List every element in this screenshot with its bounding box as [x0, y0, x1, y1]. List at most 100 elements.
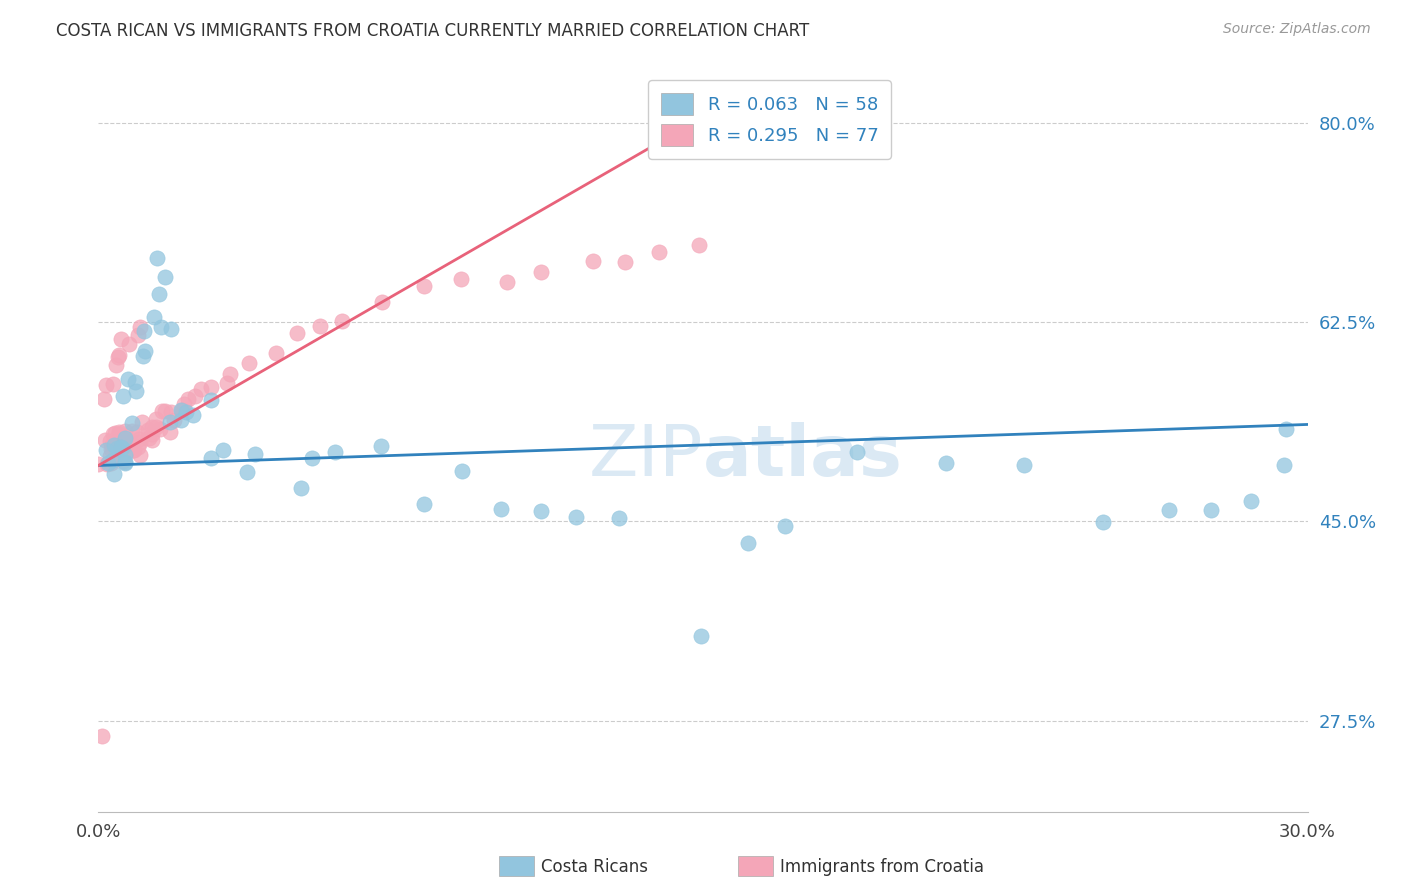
Point	[1092, 515, 1115, 529]
Point	[148, 287, 170, 301]
Point	[125, 384, 148, 398]
Point	[101, 438, 124, 452]
Point	[122, 443, 145, 458]
Point	[132, 324, 155, 338]
Point	[93, 392, 115, 406]
Point	[200, 451, 222, 466]
Point	[169, 413, 191, 427]
Point	[236, 466, 259, 480]
Point	[131, 415, 153, 429]
Point	[108, 427, 131, 442]
Point	[609, 511, 631, 525]
Point	[215, 376, 238, 390]
Point	[127, 327, 149, 342]
Point	[124, 375, 146, 389]
Point	[160, 322, 183, 336]
Point	[174, 405, 197, 419]
Point	[114, 437, 136, 451]
Point	[450, 464, 472, 478]
Point	[114, 438, 136, 452]
Point	[200, 392, 222, 407]
Point	[121, 424, 143, 438]
Point	[103, 377, 125, 392]
Point	[105, 450, 128, 464]
Point	[219, 368, 242, 382]
Point	[142, 310, 165, 325]
Point	[94, 442, 117, 457]
Text: COSTA RICAN VS IMMIGRANTS FROM CROATIA CURRENTLY MARRIED CORRELATION CHART: COSTA RICAN VS IMMIGRANTS FROM CROATIA C…	[56, 22, 810, 40]
Point	[141, 433, 163, 447]
Point	[159, 415, 181, 429]
Point	[243, 447, 266, 461]
Point	[159, 425, 181, 440]
Point	[370, 294, 392, 309]
Legend: R = 0.063   N = 58, R = 0.295   N = 77: R = 0.063 N = 58, R = 0.295 N = 77	[648, 80, 891, 159]
Point	[114, 431, 136, 445]
Point	[117, 372, 139, 386]
Point	[149, 422, 172, 436]
Point	[190, 382, 212, 396]
Point	[370, 439, 392, 453]
Point	[169, 403, 191, 417]
Text: atlas: atlas	[703, 422, 903, 491]
Point	[290, 482, 312, 496]
Point	[412, 497, 434, 511]
Point	[145, 420, 167, 434]
Point	[184, 389, 207, 403]
Point	[150, 404, 173, 418]
Point	[94, 377, 117, 392]
Point	[141, 426, 163, 441]
Text: Source: ZipAtlas.com: Source: ZipAtlas.com	[1223, 22, 1371, 37]
Point	[773, 519, 796, 533]
Point	[1275, 422, 1298, 436]
Point	[200, 380, 222, 394]
Point	[177, 392, 200, 406]
Point	[173, 397, 195, 411]
Point	[114, 448, 136, 462]
Point	[212, 442, 235, 457]
Point	[565, 509, 588, 524]
Point	[108, 425, 131, 439]
Point	[737, 535, 759, 549]
Point	[530, 265, 553, 279]
Point	[112, 433, 135, 447]
Point	[149, 320, 172, 334]
Point	[107, 438, 129, 452]
Point	[108, 348, 131, 362]
Point	[285, 326, 308, 340]
Point	[100, 442, 122, 457]
Point	[114, 454, 136, 468]
Point	[103, 438, 125, 452]
Point	[146, 251, 169, 265]
Point	[846, 445, 869, 459]
Point	[107, 350, 129, 364]
Point	[141, 420, 163, 434]
Point	[129, 448, 152, 462]
Point	[301, 450, 323, 465]
Point	[145, 411, 167, 425]
Point	[112, 453, 135, 467]
Point	[101, 453, 124, 467]
Point	[1240, 494, 1263, 508]
Text: ZIP: ZIP	[589, 422, 703, 491]
Point	[103, 467, 125, 482]
Point	[238, 356, 260, 370]
Point	[153, 404, 176, 418]
Point	[690, 629, 713, 643]
Point	[105, 359, 128, 373]
Point	[330, 313, 353, 327]
Point	[122, 442, 145, 457]
Point	[489, 502, 512, 516]
Point	[96, 457, 118, 471]
Point	[101, 426, 124, 441]
Point	[127, 425, 149, 439]
Point	[110, 441, 132, 455]
Point	[308, 319, 330, 334]
Point	[138, 431, 160, 445]
Point	[128, 433, 150, 447]
Text: Costa Ricans: Costa Ricans	[541, 858, 648, 876]
Point	[172, 402, 194, 417]
Point	[114, 456, 136, 470]
Point	[110, 332, 132, 346]
Point	[935, 457, 957, 471]
